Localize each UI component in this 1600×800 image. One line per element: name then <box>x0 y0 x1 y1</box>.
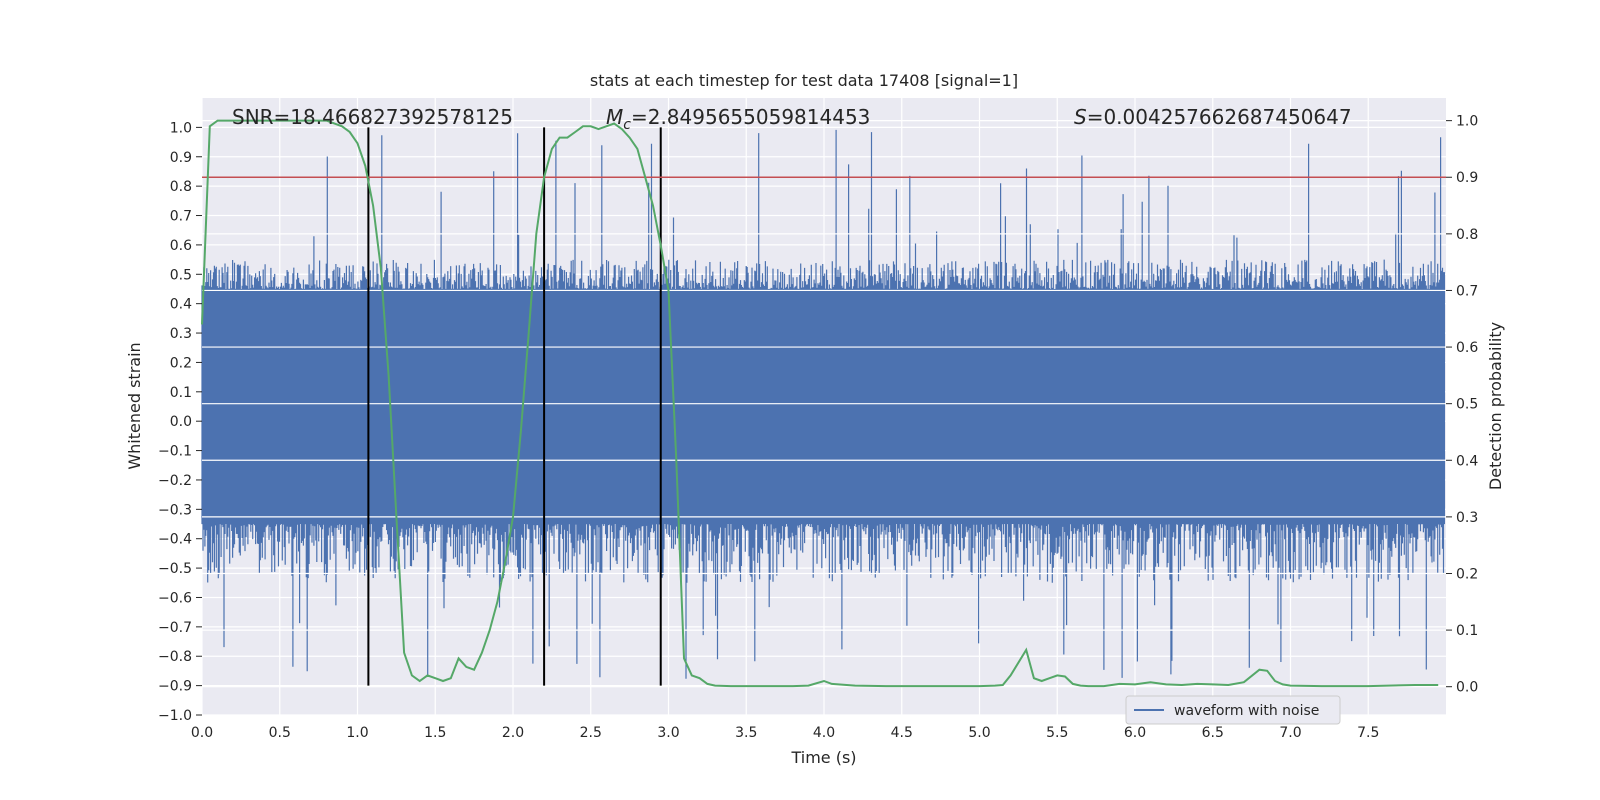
x-tick-label: 2.5 <box>580 725 602 741</box>
y-tick-label: 0.7 <box>170 209 192 225</box>
y-tick-label: −1.0 <box>158 708 192 724</box>
y2-axis-label: Detection probability <box>1486 322 1505 490</box>
y-tick-label: 0.1 <box>170 385 192 401</box>
y2-tick-label: 0.3 <box>1456 510 1478 526</box>
y-tick-label: 0.9 <box>170 150 192 166</box>
y2-tick-label: 1.0 <box>1456 114 1478 130</box>
x-tick-label: 5.5 <box>1046 725 1068 741</box>
legend-label: waveform with noise <box>1174 703 1319 719</box>
y-tick-label: −0.9 <box>158 679 192 695</box>
chirp-mass-annotation: Mc=2.8495655059814453 <box>606 105 870 133</box>
y-tick-label: −0.5 <box>158 561 192 577</box>
y2-tick-label: 0.8 <box>1456 227 1478 243</box>
y2-tick-label: 0.2 <box>1456 566 1478 582</box>
y-tick-label: −0.1 <box>158 444 192 460</box>
y2-tick-label: 0.6 <box>1456 340 1478 356</box>
waveform-line <box>201 129 1445 679</box>
x-tick-label: 7.0 <box>1279 725 1301 741</box>
snr-annotation: SNR=18.466827392578125 <box>232 105 513 129</box>
y2-tick-label: 0.9 <box>1456 170 1478 186</box>
y-tick-label: 0.8 <box>170 179 192 195</box>
x-tick-label: 2.0 <box>502 725 524 741</box>
probability-line <box>201 119 1439 688</box>
x-tick-label: 3.5 <box>735 725 757 741</box>
x-tick-label: 1.5 <box>424 725 446 741</box>
y-tick-label: −0.8 <box>158 649 192 665</box>
y-tick-label: 1.0 <box>170 120 192 136</box>
x-tick-label: 6.0 <box>1124 725 1146 741</box>
s-annotation: S=0.004257662687450647 <box>1074 105 1352 129</box>
chart-title: stats at each timestep for test data 174… <box>590 71 1018 90</box>
x-axis-label: Time (s) <box>790 748 856 767</box>
x-tick-label: 4.0 <box>813 725 835 741</box>
y2-tick-label: 0.4 <box>1456 453 1478 469</box>
x-tick-label: 7.5 <box>1357 725 1379 741</box>
waveform-series <box>201 129 1445 679</box>
x-tick-label: 6.5 <box>1202 725 1224 741</box>
axis-ticks: 0.0 0.5 1.0 1.5 2.0 2.5 3.0 3.5 4.0 4.5 5.0 5.5 6.0 6… <box>158 114 1478 741</box>
x-tick-label: 3.0 <box>657 725 679 741</box>
y2-tick-label: 0.5 <box>1456 397 1478 413</box>
x-tick-label: 0.0 <box>191 725 213 741</box>
y-tick-label: 0.6 <box>170 238 192 254</box>
y-tick-label: 0.4 <box>170 297 192 313</box>
y-tick-label: 0.0 <box>170 414 192 430</box>
x-tick-label: 5.0 <box>968 725 990 741</box>
y-tick-label: −0.2 <box>158 473 192 489</box>
y-tick-label: −0.4 <box>158 532 192 548</box>
y-tick-label: 0.5 <box>170 267 192 283</box>
y2-tick-label: 0.7 <box>1456 283 1478 299</box>
y-tick-label: 0.3 <box>170 326 192 342</box>
y-tick-label: −0.3 <box>158 502 192 518</box>
x-tick-label: 4.5 <box>891 725 913 741</box>
y-axis-label: Whitened strain <box>125 342 144 469</box>
x-tick-label: 1.0 <box>346 725 368 741</box>
y2-tick-label: 0.0 <box>1456 680 1478 696</box>
legend: waveform with noise <box>1125 695 1341 725</box>
legend-box <box>1125 695 1341 725</box>
overlay-lines <box>201 119 1446 688</box>
y2-tick-label: 0.1 <box>1456 623 1478 639</box>
y-tick-label: 0.2 <box>170 355 192 371</box>
y-tick-label: −0.6 <box>158 590 192 606</box>
x-tick-label: 0.5 <box>269 725 291 741</box>
y-tick-label: −0.7 <box>158 620 192 636</box>
